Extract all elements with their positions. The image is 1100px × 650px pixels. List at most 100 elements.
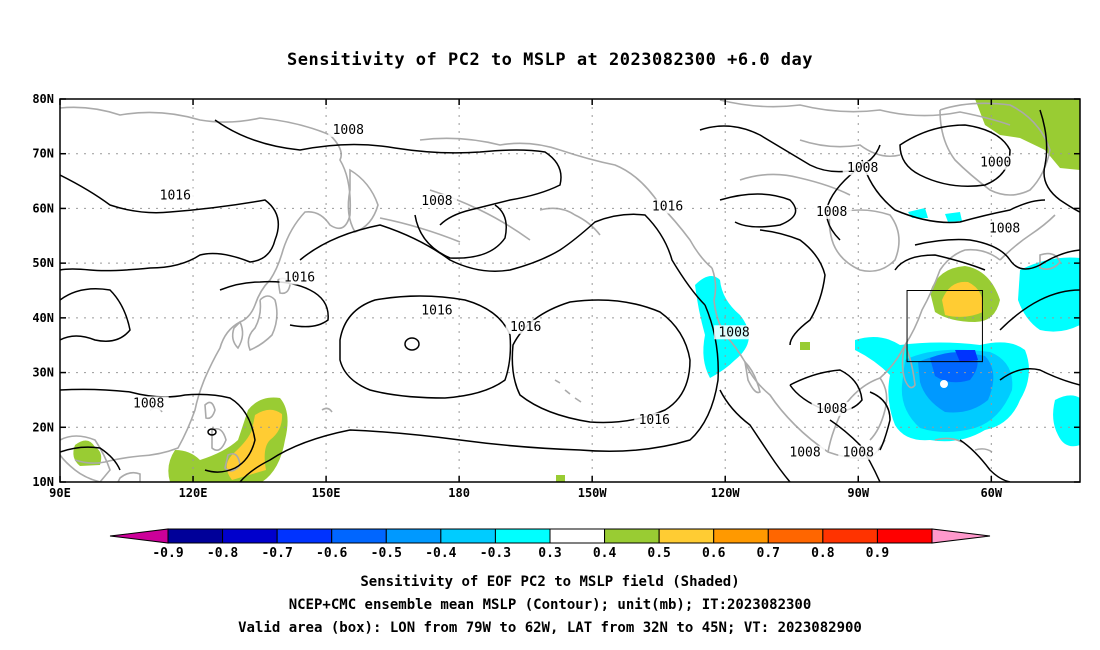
isobar-small-loop bbox=[207, 428, 217, 436]
isobar bbox=[869, 391, 891, 451]
lon-tick-label: 150E bbox=[312, 486, 341, 500]
shaded-region-green bbox=[556, 475, 565, 482]
map-gridlines bbox=[60, 99, 1080, 482]
contour-label-bg bbox=[647, 199, 688, 214]
colorbar-label: 0.6 bbox=[702, 546, 726, 561]
contour-label: 1000 bbox=[980, 156, 1011, 171]
lat-tick-label: 80N bbox=[32, 92, 54, 106]
caption-shaded: Sensitivity of EOF PC2 to MSLP field (Sh… bbox=[360, 574, 740, 590]
contour-label-bg bbox=[416, 303, 457, 318]
coastline bbox=[419, 137, 713, 269]
contour-label: 1008 bbox=[133, 396, 164, 411]
isobar bbox=[829, 419, 881, 482]
coastline bbox=[939, 102, 1051, 196]
figure-title: Sensitivity of PC2 to MSLP at 2023082300… bbox=[286, 50, 813, 70]
coastline bbox=[901, 344, 916, 389]
isobar bbox=[60, 446, 121, 471]
coastline bbox=[799, 139, 901, 158]
coastline bbox=[347, 168, 379, 233]
isobar bbox=[414, 204, 507, 259]
colorbar-swatch bbox=[658, 528, 715, 544]
colorbar-swatch bbox=[276, 528, 333, 544]
contour-label-bg bbox=[811, 204, 852, 219]
colorbar-swatch bbox=[494, 528, 551, 544]
isobar bbox=[60, 388, 256, 473]
shaded-region-cyan bbox=[1018, 257, 1080, 332]
isobar bbox=[1039, 109, 1080, 213]
colorbar-swatch bbox=[440, 528, 496, 544]
coastline bbox=[379, 217, 461, 243]
contour-label-bg bbox=[416, 193, 457, 208]
isobar bbox=[914, 238, 1080, 270]
contour-label: 1008 bbox=[421, 194, 452, 209]
lat-tick-label: 70N bbox=[32, 147, 54, 161]
lat-tick-label: 60N bbox=[32, 201, 54, 215]
coastline bbox=[999, 214, 1056, 261]
coastline bbox=[60, 106, 352, 464]
contour-label-bg bbox=[128, 396, 169, 411]
contour-label-bg bbox=[634, 412, 675, 427]
colorbar-label: 0.7 bbox=[757, 546, 780, 561]
lat-tick-label: 40N bbox=[32, 311, 54, 325]
caption-valid-area: Valid area (box): LON from 79W to 62W, L… bbox=[238, 620, 862, 636]
lon-tick-label: 90E bbox=[49, 486, 71, 500]
colorbar-label: 0.4 bbox=[593, 546, 617, 561]
colorbar-swatch bbox=[331, 528, 387, 544]
contour-label-bg bbox=[714, 325, 755, 340]
axis-ticks: 90E 120E 150E 180 150W 120W 90W 60W 10N 20N 30N 40N… bbox=[32, 92, 1080, 500]
contour-label-bg bbox=[505, 319, 546, 334]
colorbar-swatch bbox=[604, 528, 660, 544]
coastline bbox=[828, 209, 900, 273]
colorbar-label: 0.3 bbox=[538, 546, 561, 561]
shaded-region-cyan bbox=[945, 212, 962, 222]
colorbar-swatch bbox=[385, 528, 442, 544]
shaded-region-cyan bbox=[1053, 395, 1080, 447]
colorbar-label: -0.5 bbox=[371, 546, 402, 561]
shaded-region-navy bbox=[955, 350, 978, 362]
isobar bbox=[861, 159, 1046, 224]
lat-tick-label: 10N bbox=[32, 475, 54, 489]
lat-tick-label: 20N bbox=[32, 420, 54, 434]
shaded-region-green bbox=[975, 99, 1080, 170]
colorbar-label: -0.3 bbox=[480, 546, 511, 561]
contour-label: 1008 bbox=[816, 402, 847, 417]
shaded-region-green bbox=[800, 342, 810, 350]
contour-label: 1016 bbox=[510, 320, 541, 335]
coastline bbox=[247, 295, 278, 352]
isobar bbox=[899, 124, 1011, 187]
colorbar-swatch bbox=[822, 528, 878, 544]
colorbar-label: -0.4 bbox=[425, 546, 456, 561]
contour-label-bg bbox=[155, 188, 196, 203]
contour-label-bg bbox=[811, 401, 852, 416]
coastline bbox=[117, 471, 141, 482]
isobar bbox=[759, 229, 826, 346]
isobar bbox=[214, 119, 562, 226]
shaded-hole bbox=[940, 380, 948, 388]
isobar bbox=[959, 439, 1011, 482]
isobar bbox=[219, 280, 329, 328]
colorbar-swatch bbox=[713, 528, 769, 544]
colorbar-label: -0.9 bbox=[152, 546, 183, 561]
lon-tick-label: 180 bbox=[448, 486, 470, 500]
contour-label: 1008 bbox=[718, 325, 749, 340]
contour-label-bg bbox=[328, 122, 369, 137]
coastline bbox=[204, 401, 216, 420]
lon-tick-label: 120E bbox=[179, 486, 208, 500]
contour-label: 1008 bbox=[989, 221, 1020, 236]
contour-label-bg bbox=[838, 445, 879, 460]
isobar bbox=[60, 288, 131, 342]
contour-label: 1008 bbox=[843, 446, 874, 461]
contour-labels: 1008 1016 1008 1016 1008 1008 1000 1008 1016 1016… bbox=[128, 122, 1025, 461]
isobar bbox=[239, 304, 719, 482]
map-frame bbox=[59, 98, 1081, 483]
coastline bbox=[719, 99, 1011, 126]
valid-area-box bbox=[906, 290, 983, 363]
lon-tick-label: 150W bbox=[578, 486, 608, 500]
colorbar-label: 0.8 bbox=[811, 546, 835, 561]
shaded-region-cyan bbox=[908, 208, 928, 218]
coastline bbox=[739, 173, 851, 196]
isobar bbox=[511, 299, 691, 424]
lon-tick-label: 120W bbox=[711, 486, 741, 500]
contour-label: 1008 bbox=[333, 123, 364, 138]
